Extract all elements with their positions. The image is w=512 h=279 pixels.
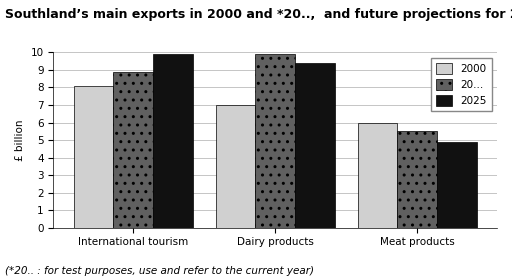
Bar (437, 142, 477, 228)
Bar (113, 72, 153, 228)
Bar (357, 122, 397, 228)
Bar (74, 86, 113, 228)
Text: (*20.. : for test purposes, use and refer to the current year): (*20.. : for test purposes, use and refe… (5, 266, 314, 276)
Bar (295, 63, 335, 228)
Text: Southland’s main exports in 2000 and *20..,  and future projections for 2025: Southland’s main exports in 2000 and *20… (5, 8, 512, 21)
Bar (255, 54, 295, 228)
Bar (153, 54, 193, 228)
Legend: 2000, 20..., 2025: 2000, 20..., 2025 (431, 58, 492, 111)
Bar (216, 105, 255, 228)
Bar (397, 131, 437, 228)
Y-axis label: £ billion: £ billion (15, 119, 25, 161)
